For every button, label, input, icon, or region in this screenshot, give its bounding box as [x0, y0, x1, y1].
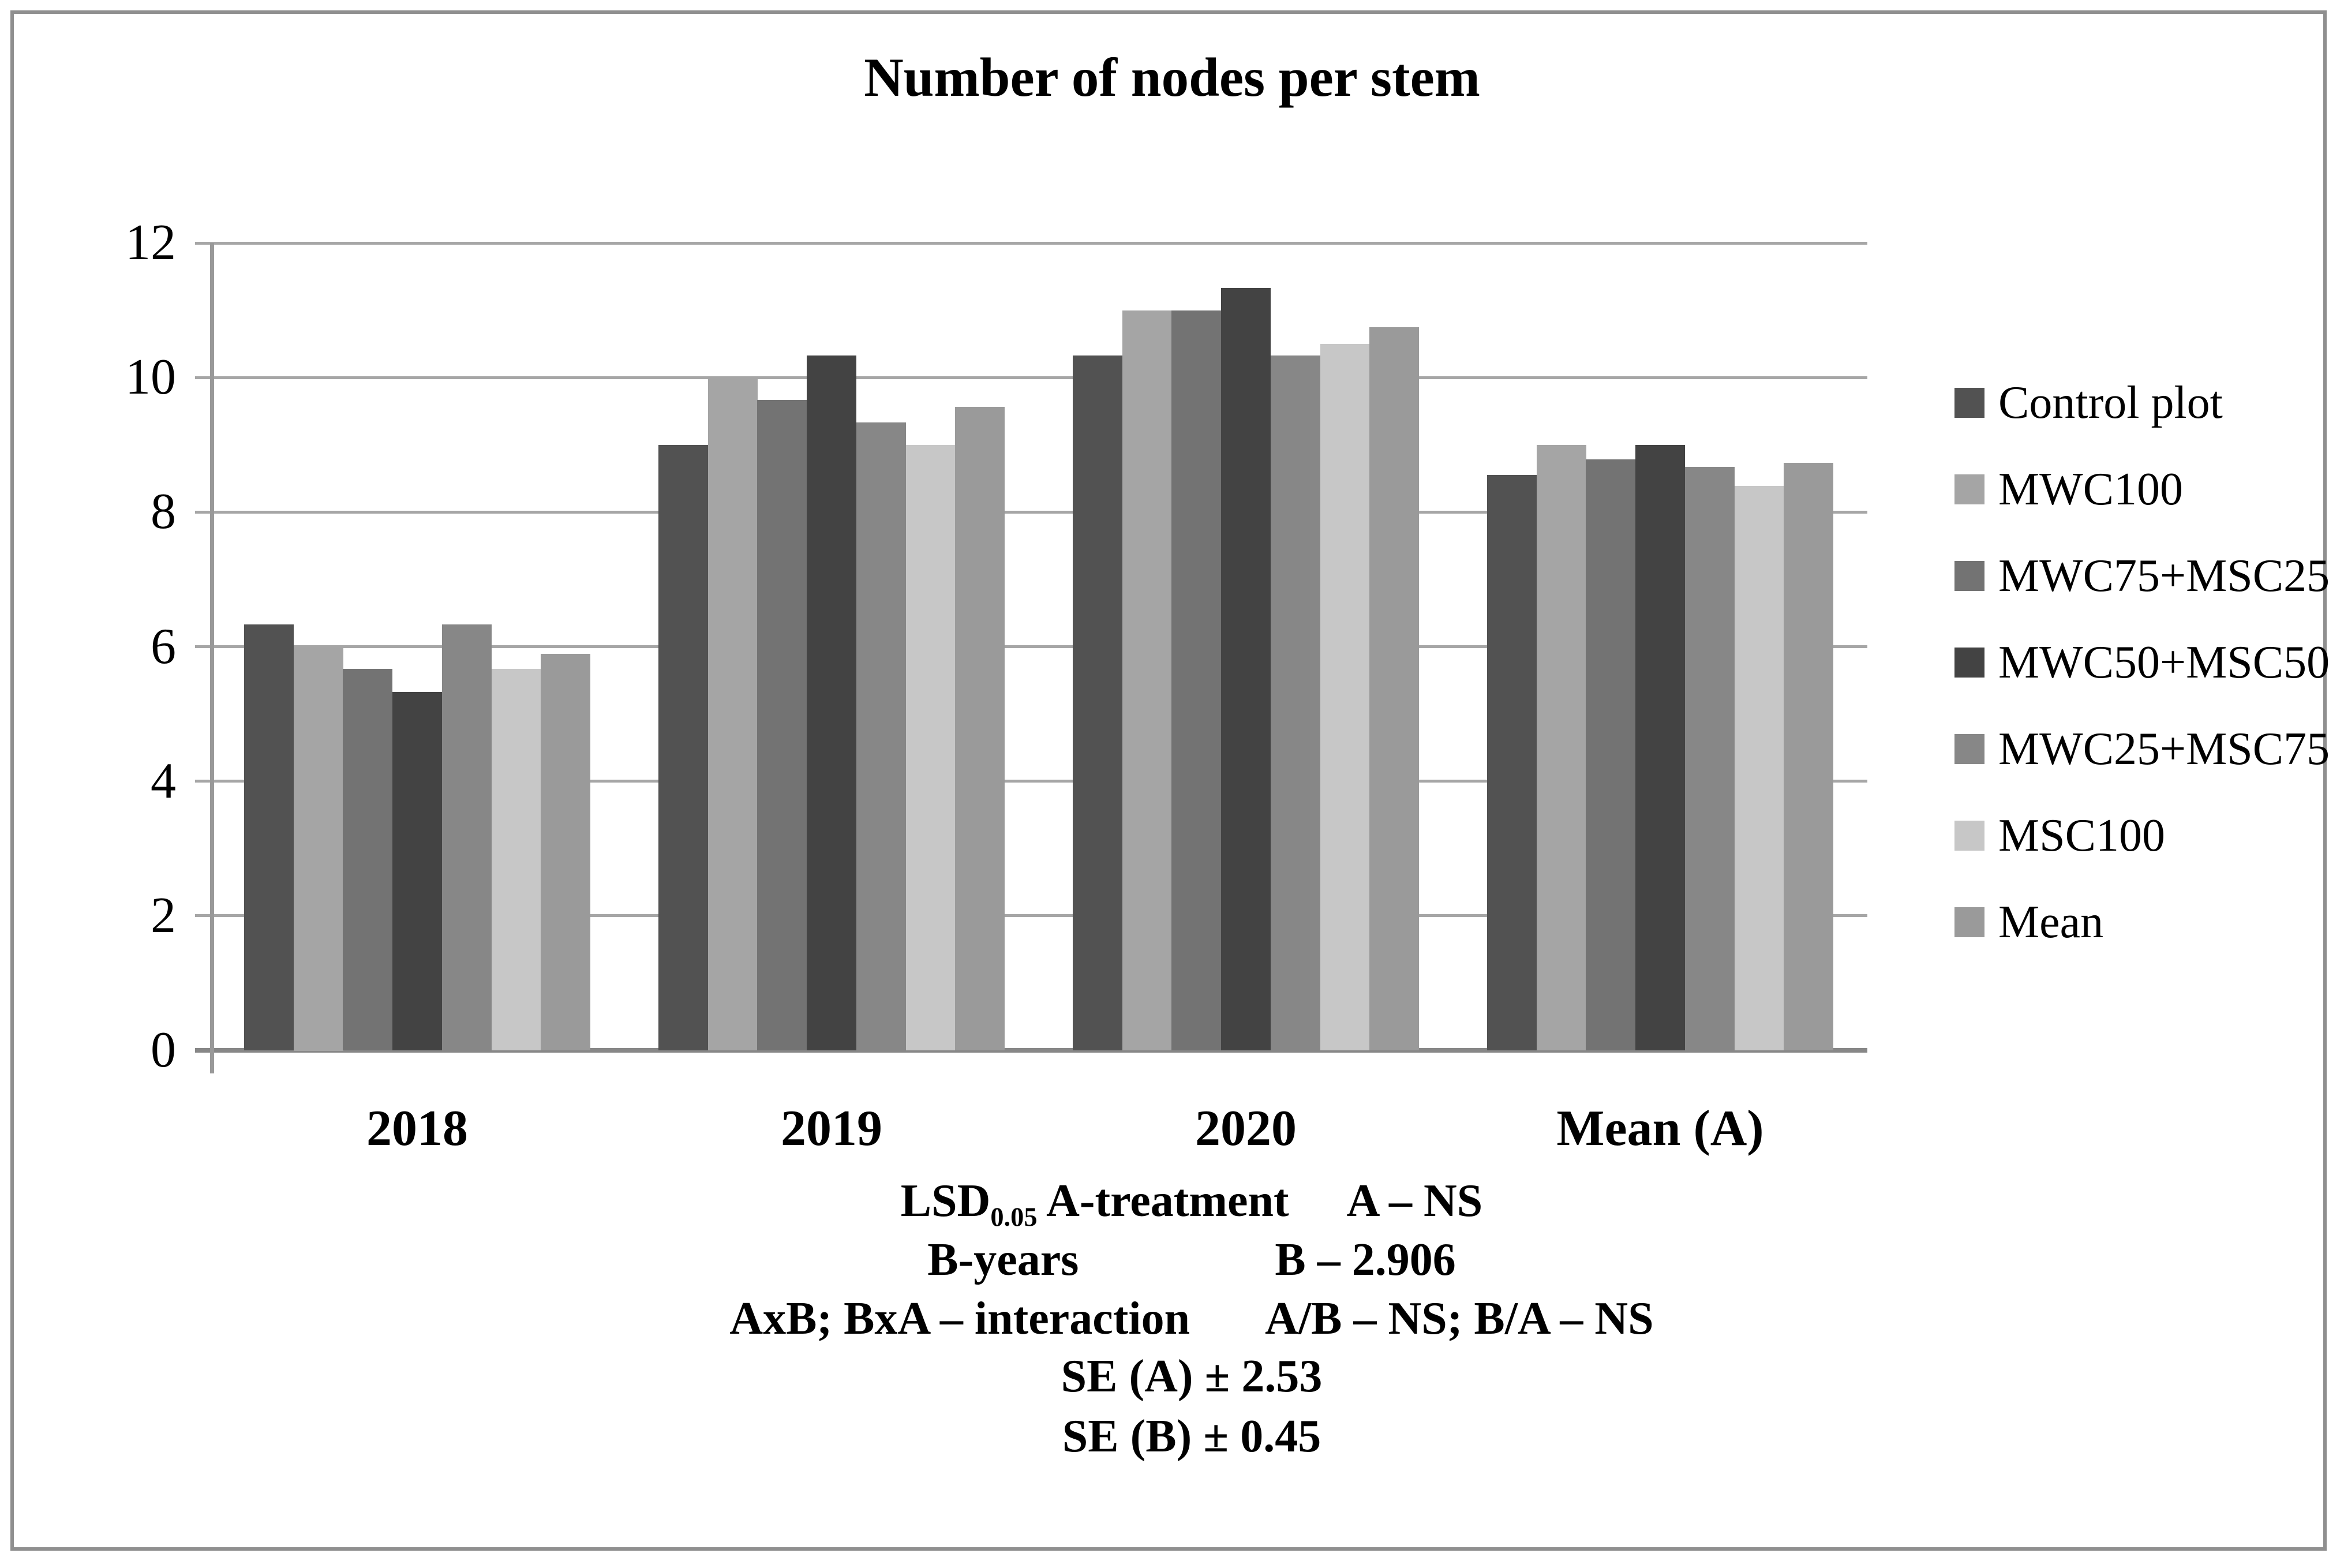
gridline-10: [195, 376, 1867, 379]
x-axis-label-mean-a: Mean (A): [1556, 1101, 1764, 1157]
bar-mwc100-2019: [708, 377, 758, 1050]
figure-border: [10, 10, 2327, 1551]
legend-swatch-icon: [1954, 734, 1984, 764]
stats-line-4: SE (A) ± 2.53: [1061, 1351, 1323, 1402]
legend-item-label: MWC75+MSC25: [1998, 551, 2330, 601]
gridline-0: [195, 1048, 1867, 1053]
y-tick-label-0: 0: [151, 1022, 176, 1078]
y-tick-label-4: 4: [151, 753, 176, 809]
legend-item-label: MWC100: [1998, 464, 2183, 515]
legend-item-label: Control plot: [1998, 377, 2223, 428]
stats-line-label: AxB; BxA – interaction: [729, 1293, 1190, 1344]
y-axis-line: [210, 243, 214, 1073]
legend-item-label: MSC100: [1998, 810, 2165, 861]
legend-item-mwc25-msc75: MWC25+MSC75: [1954, 724, 2330, 774]
stats-line-1: LSD0.05 A-treatment A – NS: [901, 1176, 1483, 1232]
gridline-12: [195, 242, 1867, 245]
legend-swatch-icon: [1954, 648, 1984, 678]
bar-mwc25-msc75-2020: [1271, 355, 1320, 1050]
bar-mwc75-msc25-2020: [1171, 310, 1221, 1050]
stats-line-value: B – 2.906: [1275, 1234, 1456, 1285]
legend-item-label: MWC25+MSC75: [1998, 724, 2330, 774]
bar-mwc100-2020: [1122, 310, 1172, 1050]
legend-swatch-icon: [1954, 821, 1984, 851]
gridline-2: [195, 914, 1867, 917]
y-tick-label-6: 6: [151, 619, 176, 675]
bar-mwc25-msc75-mean-a: [1685, 467, 1735, 1050]
bar-msc100-mean-a: [1735, 486, 1784, 1050]
legend-item-label: MWC50+MSC50: [1998, 637, 2330, 688]
bar-mean-2018: [541, 654, 590, 1050]
bar-mean-2020: [1369, 327, 1419, 1050]
legend-swatch-icon: [1954, 561, 1984, 591]
legend-item-mwc50-msc50: MWC50+MSC50: [1954, 637, 2330, 688]
bar-mwc75-msc25-2018: [343, 669, 392, 1050]
bar-mwc50-msc50-mean-a: [1635, 445, 1685, 1050]
gridline-8: [195, 511, 1867, 514]
bar-mean-2019: [955, 407, 1005, 1050]
bar-mwc100-mean-a: [1537, 445, 1586, 1050]
bar-control-plot-2020: [1073, 355, 1122, 1050]
y-tick-label-2: 2: [151, 888, 176, 944]
legend-item-mwc100: MWC100: [1954, 464, 2183, 515]
bar-msc100-2020: [1320, 344, 1370, 1050]
legend-swatch-icon: [1954, 388, 1984, 418]
stats-line-3: AxB; BxA – interaction A/B – NS; B/A – NS: [729, 1293, 1653, 1344]
stats-line-label: SE (B) ± 0.45: [1062, 1411, 1321, 1462]
bar-control-plot-mean-a: [1487, 475, 1537, 1050]
bar-mwc100-2018: [294, 647, 343, 1051]
bar-control-plot-2019: [658, 445, 708, 1050]
bar-mwc50-msc50-2020: [1221, 288, 1271, 1050]
stats-line-label: B-years: [927, 1234, 1079, 1285]
legend-item-label: Mean: [1998, 897, 2104, 948]
y-tick-label-10: 10: [125, 349, 176, 405]
stats-line-5: SE (B) ± 0.45: [1062, 1411, 1321, 1462]
bar-mwc25-msc75-2019: [856, 422, 906, 1050]
y-tick-label-12: 12: [125, 215, 176, 271]
x-axis-label-2018: 2018: [366, 1101, 468, 1157]
bar-mwc50-msc50-2019: [807, 355, 856, 1050]
chart-title: Number of nodes per stem: [864, 47, 1480, 108]
bar-msc100-2018: [492, 669, 541, 1050]
bar-mwc75-msc25-2019: [757, 400, 807, 1050]
legend-item-control-plot: Control plot: [1954, 377, 2223, 428]
x-axis-label-2020: 2020: [1195, 1101, 1297, 1157]
bar-msc100-2019: [906, 445, 956, 1050]
legend-item-mean: Mean: [1954, 897, 2103, 948]
stats-line-label: SE (A) ± 2.53: [1061, 1351, 1323, 1402]
bar-mean-mean-a: [1784, 463, 1833, 1050]
bar-control-plot-2018: [244, 624, 294, 1050]
x-axis-label-2019: 2019: [781, 1101, 882, 1157]
bar-mwc75-msc25-mean-a: [1586, 459, 1635, 1050]
gridline-6: [195, 645, 1867, 648]
bar-mwc50-msc50-2018: [392, 692, 442, 1050]
legend-swatch-icon: [1954, 907, 1984, 937]
legend-item-msc100: MSC100: [1954, 810, 2165, 861]
stats-line-value: A – NS: [1346, 1176, 1483, 1226]
y-tick-label-8: 8: [151, 484, 176, 540]
stats-line-2: B-years B – 2.906: [927, 1234, 1456, 1285]
stats-line-value: A/B – NS; B/A – NS: [1265, 1293, 1654, 1344]
bar-mwc25-msc75-2018: [442, 624, 492, 1050]
legend-item-mwc75-msc25: MWC75+MSC25: [1954, 551, 2330, 601]
stats-line-label: LSD0.05 A-treatment: [900, 1176, 1289, 1232]
legend-swatch-icon: [1954, 474, 1984, 504]
gridline-4: [195, 780, 1867, 783]
